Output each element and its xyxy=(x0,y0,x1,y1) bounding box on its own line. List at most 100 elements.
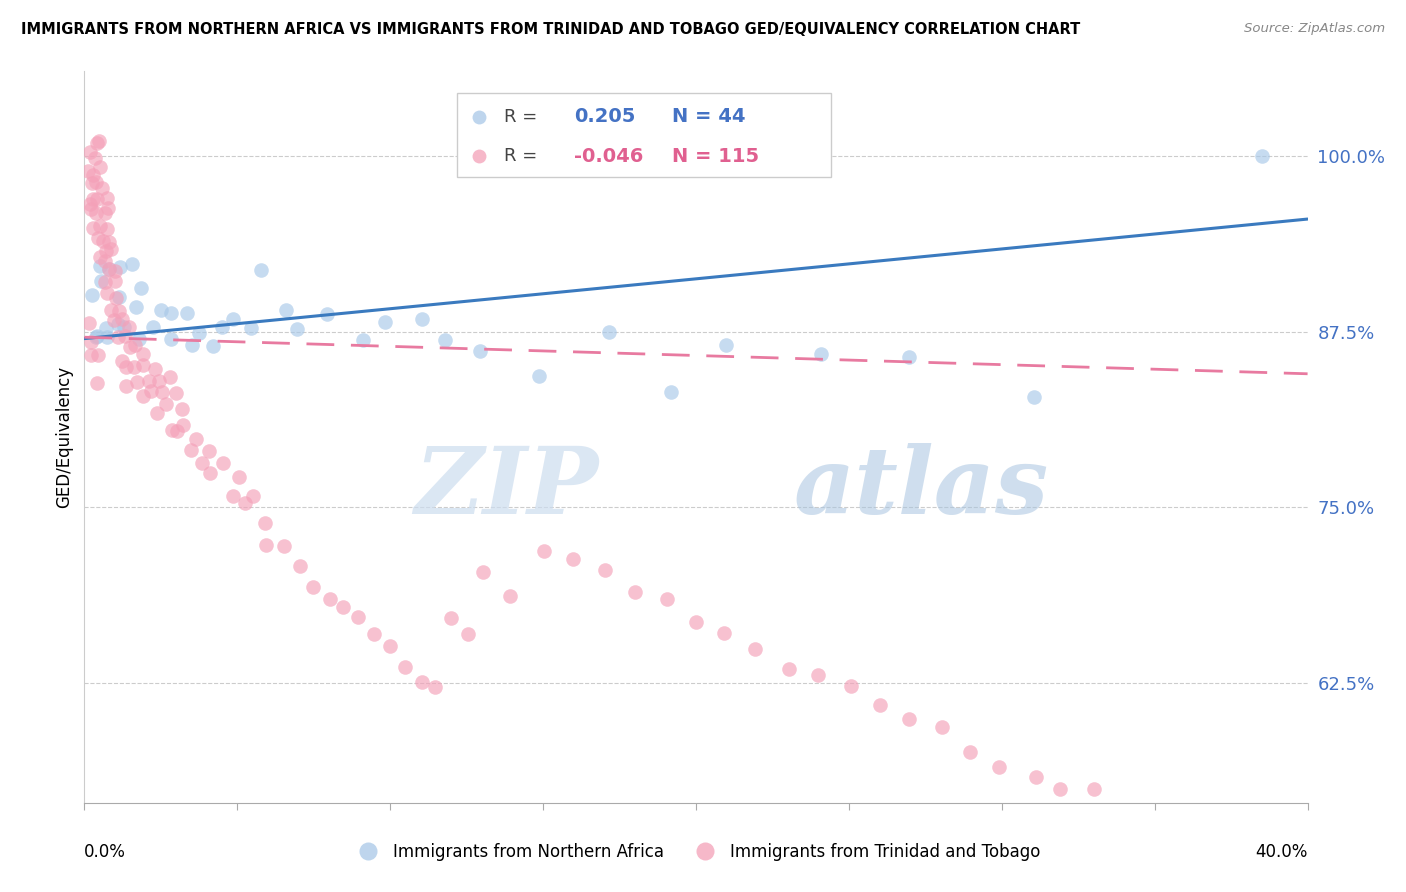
Point xyxy=(96,222,118,236)
Point xyxy=(529,369,551,384)
Point xyxy=(657,591,679,606)
Point xyxy=(96,330,118,344)
Point xyxy=(301,580,323,594)
Point xyxy=(191,456,214,470)
Point xyxy=(122,360,145,375)
Text: -0.046: -0.046 xyxy=(574,147,643,166)
Point xyxy=(90,274,112,288)
Point xyxy=(80,348,103,362)
Point xyxy=(285,321,308,335)
Point xyxy=(111,353,134,368)
Point xyxy=(159,332,181,346)
Point xyxy=(94,254,117,268)
Point xyxy=(107,317,129,331)
Text: 40.0%: 40.0% xyxy=(1256,843,1308,861)
Point xyxy=(212,456,235,470)
Point xyxy=(150,302,173,317)
Point xyxy=(593,563,616,577)
Point xyxy=(103,312,125,326)
Point xyxy=(188,326,211,340)
Point xyxy=(1024,771,1046,785)
Point xyxy=(159,370,181,384)
Point xyxy=(121,257,143,271)
Point xyxy=(242,489,264,503)
Point xyxy=(987,760,1010,774)
Point xyxy=(84,175,107,189)
Point xyxy=(659,384,682,399)
Point xyxy=(89,250,111,264)
Point xyxy=(434,333,457,347)
Point xyxy=(468,344,491,359)
Point xyxy=(108,260,131,274)
Point xyxy=(89,161,111,175)
Point xyxy=(276,302,298,317)
Point xyxy=(80,202,103,216)
Point xyxy=(80,176,103,190)
Point xyxy=(869,698,891,712)
Point xyxy=(200,467,222,481)
Point xyxy=(110,312,132,326)
Point xyxy=(82,168,104,182)
Point xyxy=(87,134,110,148)
Point xyxy=(810,347,832,361)
Point xyxy=(363,627,385,641)
Point xyxy=(165,386,187,401)
Point xyxy=(1250,149,1272,163)
Point xyxy=(744,641,766,656)
Point xyxy=(131,358,153,372)
Point xyxy=(89,260,111,274)
Point xyxy=(87,348,110,362)
Point xyxy=(87,230,110,244)
Point xyxy=(150,385,173,400)
Point xyxy=(1022,390,1045,404)
Point xyxy=(86,329,108,343)
Point xyxy=(129,281,152,295)
Point xyxy=(100,242,122,256)
Point xyxy=(211,319,233,334)
Text: R =: R = xyxy=(503,108,537,126)
Point xyxy=(114,359,136,374)
Point xyxy=(380,639,402,653)
Point xyxy=(80,335,103,350)
Point xyxy=(288,559,311,574)
Point xyxy=(91,181,114,195)
Point xyxy=(315,307,337,321)
Point xyxy=(84,329,107,343)
Point xyxy=(82,288,104,302)
Point xyxy=(166,424,188,438)
Text: R =: R = xyxy=(503,147,537,165)
Point xyxy=(125,375,148,389)
Point xyxy=(114,328,136,343)
Point xyxy=(172,418,194,433)
Point xyxy=(77,316,100,330)
Point xyxy=(97,235,120,250)
Point xyxy=(228,469,250,483)
Point xyxy=(959,745,981,759)
Point xyxy=(146,406,169,420)
Point xyxy=(471,566,494,580)
Point xyxy=(86,376,108,391)
Point xyxy=(273,539,295,553)
Y-axis label: GED/Equivalency: GED/Equivalency xyxy=(55,366,73,508)
Point xyxy=(145,361,167,376)
Point xyxy=(457,627,479,641)
Point xyxy=(82,221,104,235)
Point xyxy=(250,263,273,277)
Point xyxy=(160,424,183,438)
Point xyxy=(131,346,153,360)
Point xyxy=(499,589,522,603)
Point xyxy=(160,305,183,319)
Point xyxy=(533,544,555,558)
Point xyxy=(103,274,125,288)
Point xyxy=(713,625,735,640)
Point xyxy=(86,136,108,150)
Point xyxy=(124,300,146,314)
Text: atlas: atlas xyxy=(794,443,1049,533)
Point xyxy=(172,401,194,416)
Point xyxy=(100,303,122,318)
Point xyxy=(104,263,127,277)
Point xyxy=(176,306,198,320)
Point xyxy=(332,599,354,614)
Point xyxy=(897,712,920,726)
Point xyxy=(1049,781,1071,796)
